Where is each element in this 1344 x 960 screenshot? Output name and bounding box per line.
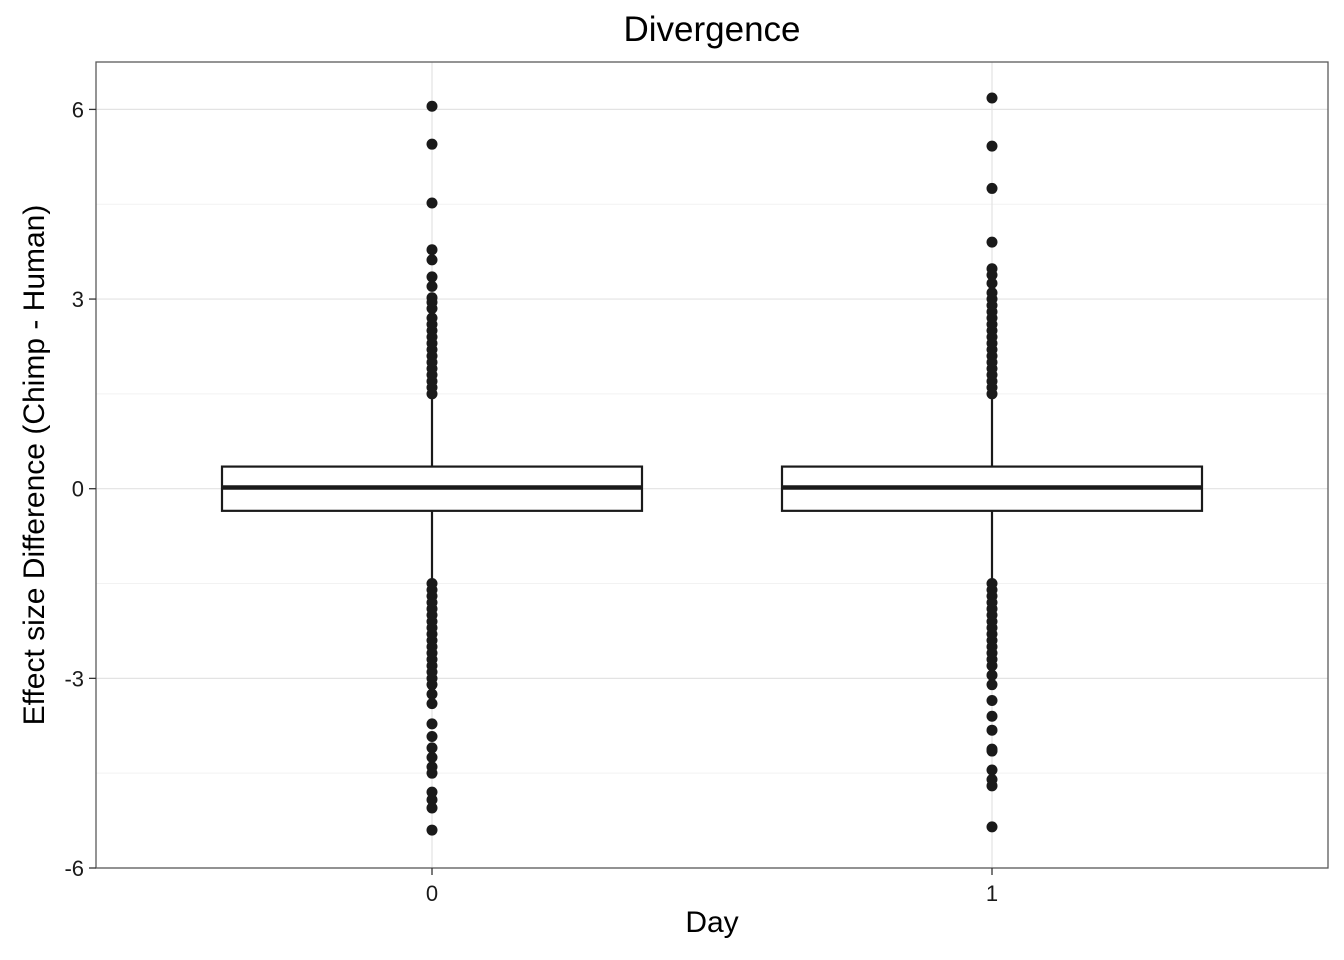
x-tick-label: 1 (986, 881, 998, 906)
y-tick-label: -3 (64, 666, 84, 691)
outlier-point (426, 197, 438, 209)
outlier-point (986, 724, 998, 736)
outlier-point (986, 745, 998, 757)
plot-panel (96, 62, 1328, 868)
outlier-point (426, 742, 438, 754)
y-tick-label: -6 (64, 856, 84, 881)
outlier-point (986, 694, 998, 706)
outlier-point (986, 821, 998, 833)
outlier-point (426, 767, 438, 779)
outlier-point (986, 140, 998, 152)
outlier-point (426, 280, 438, 292)
panel-border (95, 61, 1329, 869)
y-tick-label: 3 (72, 287, 84, 312)
outlier-point (426, 138, 438, 150)
outlier-point (426, 802, 438, 814)
outlier-point (986, 236, 998, 248)
outlier-point (986, 277, 998, 289)
outlier-point (426, 731, 438, 743)
outlier-point (986, 660, 998, 672)
outlier-point (426, 824, 438, 836)
outlier-point (986, 182, 998, 194)
outlier-point (426, 698, 438, 710)
y-tick-label: 0 (72, 477, 84, 502)
outlier-point (986, 669, 998, 681)
outlier-point (426, 100, 438, 112)
outlier-point (426, 244, 438, 256)
outlier-point (986, 679, 998, 691)
outlier-point (986, 388, 998, 400)
outlier-point (426, 794, 438, 806)
outlier-point (426, 688, 438, 700)
outlier-point (426, 786, 438, 798)
outlier-point (986, 710, 998, 722)
outlier-point (426, 303, 438, 315)
outlier-point (986, 269, 998, 281)
outlier-point (986, 780, 998, 792)
outlier-point (426, 751, 438, 763)
outlier-point (426, 718, 438, 730)
outlier-point (426, 388, 438, 400)
x-axis-label: Day (685, 906, 739, 939)
chart-title: Divergence (623, 10, 801, 49)
outlier-point (426, 254, 438, 266)
y-tick-label: 6 (72, 97, 84, 122)
outlier-point (426, 679, 438, 691)
outlier-point (986, 764, 998, 776)
x-tick-label: 0 (426, 881, 438, 906)
outlier-point (986, 92, 998, 104)
outlier-point (426, 271, 438, 283)
